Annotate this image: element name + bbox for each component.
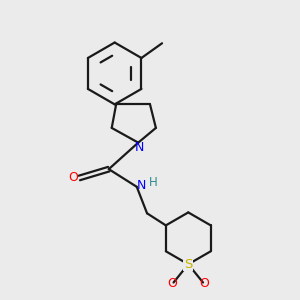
Text: O: O [68, 172, 78, 184]
Text: H: H [148, 176, 157, 189]
Text: N: N [135, 141, 144, 154]
Text: O: O [200, 278, 209, 290]
Text: N: N [136, 179, 146, 192]
Text: O: O [167, 278, 177, 290]
Text: S: S [184, 258, 193, 271]
